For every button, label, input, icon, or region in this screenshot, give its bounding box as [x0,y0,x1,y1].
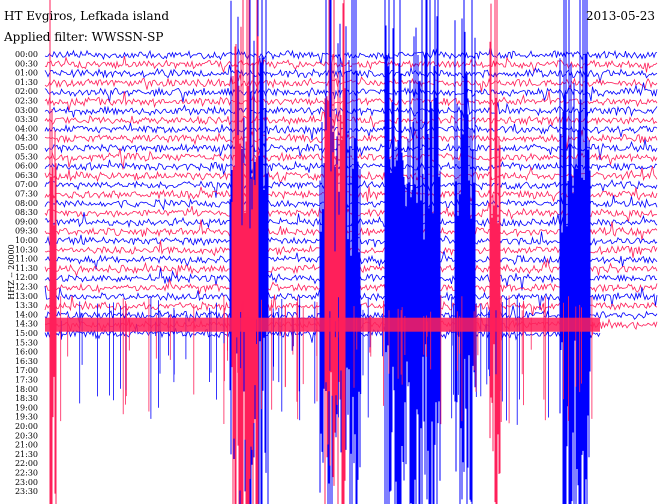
row-label: 19:00 [15,403,38,412]
trace [44,148,658,170]
trace [44,111,658,129]
row-label: 08:00 [15,199,38,208]
row-label: 06:00 [15,162,38,171]
row-label: 13:30 [15,301,38,310]
trace [44,186,658,203]
row-label: 09:00 [15,217,38,226]
trace [44,130,658,150]
trace [44,64,658,83]
row-label: 07:00 [15,180,38,189]
row-label: 02:30 [15,97,38,106]
row-label: 11:30 [15,264,38,273]
row-label: 00:30 [15,59,38,68]
trace [44,54,658,74]
traces [44,0,658,504]
row-label: 03:00 [15,106,38,115]
row-label: 00:00 [15,50,38,59]
trace [44,159,658,176]
row-label: 15:30 [15,338,38,347]
row-label: 21:00 [15,441,38,450]
row-label: 22:30 [15,469,38,478]
row-label: 22:00 [15,459,38,468]
trace [44,178,658,198]
row-label: 08:30 [15,208,38,217]
trace [44,229,658,248]
row-label: 04:00 [15,124,38,133]
row-label: 17:30 [15,376,38,385]
row-label: 15:00 [15,329,38,338]
row-label: 16:30 [15,357,38,366]
row-label: 14:00 [15,310,38,319]
trace [44,82,658,103]
row-label: 10:00 [15,236,38,245]
row-label: 09:30 [15,227,38,236]
row-label: 05:00 [15,143,38,152]
row-label: 21:30 [15,450,38,459]
date: 2013-05-23 [586,9,655,23]
trace [44,219,658,241]
trace [44,139,658,161]
trace [44,212,658,229]
row-label: 19:30 [15,413,38,422]
row-labels: 00:0000:3001:0001:3002:0002:3003:0003:30… [15,50,38,496]
row-label: 13:00 [15,292,38,301]
trace [44,195,658,212]
row-label: 18:00 [15,385,38,394]
row-label: 11:00 [15,255,38,264]
trace [44,74,658,92]
row-label: 16:00 [15,348,38,357]
row-label: 18:30 [15,394,38,403]
row-label: 04:30 [15,134,38,143]
trace [44,43,658,67]
station-title: HT Evgiros, Lefkada island [4,9,169,23]
row-label: 23:30 [15,487,38,496]
trace [44,98,658,122]
trace [44,90,658,111]
channel-label: HHZ -- 20000 [7,244,16,299]
row-label: 02:00 [15,87,38,96]
row-label: 23:00 [15,478,38,487]
row-label: 01:00 [15,69,38,78]
row-label: 12:30 [15,283,38,292]
row-label: 20:00 [15,422,38,431]
row-label: 14:30 [15,320,38,329]
row-label: 03:30 [15,115,38,124]
row-label: 12:00 [15,273,38,282]
trace [44,202,658,223]
row-label: 07:30 [15,190,38,199]
row-label: 05:30 [15,152,38,161]
row-label: 06:30 [15,171,38,180]
trace [44,166,658,184]
row-label: 17:00 [15,366,38,375]
filter-label: Applied filter: WWSSN-SP [3,30,163,44]
row-label: 10:30 [15,245,38,254]
row-label: 01:30 [15,78,38,87]
row-label: 20:30 [15,431,38,440]
trace [44,240,658,258]
event-band [45,317,600,332]
trace [44,121,658,141]
